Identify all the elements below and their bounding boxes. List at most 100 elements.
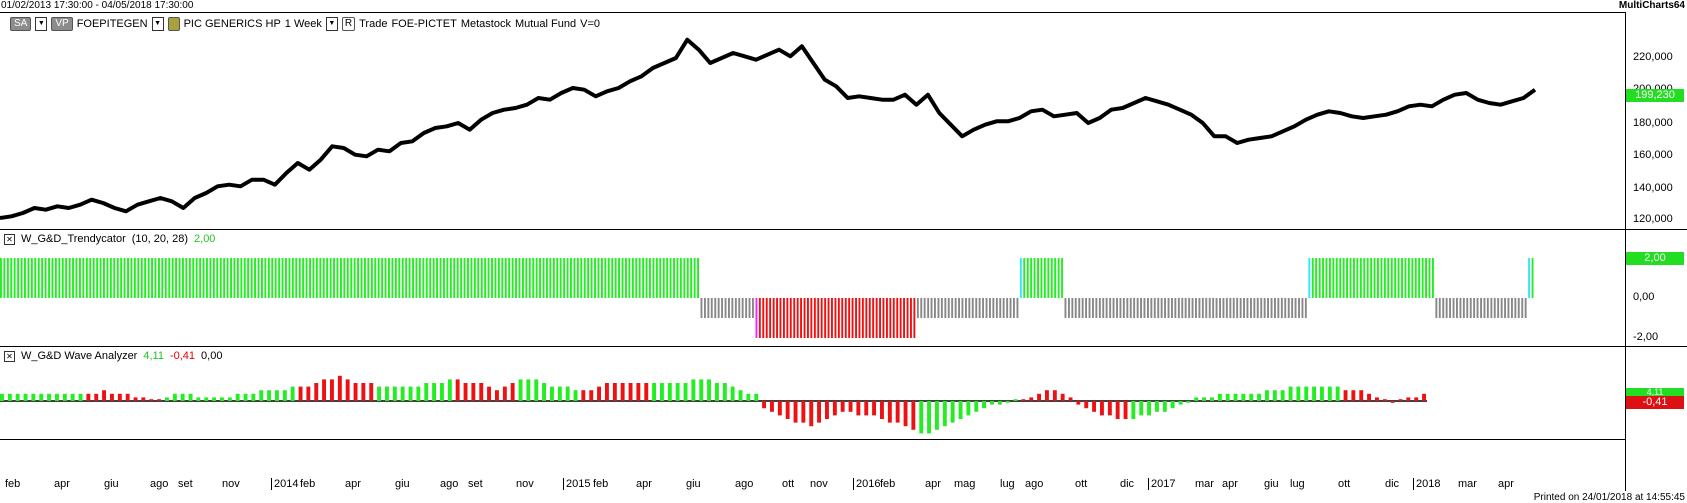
wave-bar [911,401,916,430]
x-tick-label: 2014 [271,478,298,490]
trend-bar [123,258,126,298]
trend-bar [546,258,548,298]
trend-bar [1335,258,1338,298]
x-tick-label: dic [1385,478,1400,490]
trend-bar [233,258,236,298]
trend-bar [230,258,232,298]
trend-bar [381,258,384,298]
trendycator-header: ✕ W_G&D_Trendycator (10, 20, 28) 2,00 [4,232,215,246]
wave-bar [1155,401,1159,412]
trend-bar [206,258,208,298]
resolution-dropdown-icon[interactable]: ▼ [325,17,338,31]
close-icon[interactable]: ✕ [4,350,15,362]
close-icon[interactable]: ✕ [4,233,15,245]
x-tick-label: ago [1025,478,1044,490]
vp-button[interactable]: VP [51,17,73,31]
trend-bar [989,298,991,318]
wave-bar [1312,386,1316,401]
trend-bar [133,258,136,298]
trend-bar [1366,258,1369,298]
trend-bar [1153,298,1156,318]
trend-bar [638,258,641,298]
trend-bar [1167,298,1170,318]
trend-bar [965,298,967,318]
trend-bar [182,258,184,298]
wave-bar [471,383,476,401]
trend-bar [559,258,562,298]
trend-bar [1095,298,1098,318]
last-price-badge: 199,230 [1626,89,1684,102]
x-tick-label: set [178,478,193,490]
trend-bar [573,258,576,298]
x-tick-label: 2015 [563,478,590,490]
y-tick: 140,000 [1633,182,1673,194]
trend-bar [1497,298,1500,318]
wave-bar [141,397,146,401]
trend-bar [676,258,679,298]
trend-bar [1191,298,1194,318]
wave-bar [1170,401,1175,409]
trend-bar [971,298,974,318]
trend-bar [604,258,607,298]
xaxis-separator [0,439,1625,440]
trend-bar [992,298,995,318]
trend-bar [865,298,868,338]
symbol-toolbar: SA ▼ VP FOEPITEGEN ▼ PIC GENERICS HP 1 W… [10,17,600,31]
trend-bar [954,298,957,318]
trend-bar [343,258,346,298]
trend-bar [1147,298,1149,318]
resolution: 1 Week [284,18,322,30]
trend-bar [1294,298,1297,318]
trend-bar [1243,298,1245,318]
wave-bar [1194,397,1199,401]
trend-bar [587,258,590,298]
trend-bar [17,258,20,298]
trend-bar [477,258,480,298]
trend-bar [1250,298,1252,318]
trend-bar [309,258,311,298]
trend-bar [20,258,23,298]
wave-bar [738,390,743,401]
trend-bar [892,298,895,338]
trend-bar [1064,298,1067,318]
trend-bar [195,258,198,298]
trendycator-params: (10, 20, 28) [131,233,189,245]
wave-bar [172,393,177,401]
trend-bar [508,258,511,298]
wave-bar [377,386,381,401]
wave-bar [880,401,884,419]
sa-dropdown-icon[interactable]: ▼ [35,17,48,31]
x-tick-label: giu [395,478,410,490]
trend-bar [1452,298,1455,318]
x-tick-label: feb [593,478,609,490]
r-button[interactable]: R [341,17,356,31]
symbol-dropdown-icon[interactable]: ▼ [151,17,164,31]
trend-bar [432,258,435,298]
trend-bar [1329,258,1331,298]
wave-bar [1288,386,1293,401]
trend-bar [1432,258,1434,298]
wave-chart[interactable] [0,363,1625,439]
x-tick-label: apr [54,478,70,490]
trend-bar [525,258,528,298]
sa-button[interactable]: SA [10,17,32,31]
wave-bar [573,390,578,401]
wave-bar [605,383,609,401]
wave-bar [785,401,790,419]
wave-bar [652,383,656,401]
trend-bar [810,298,813,338]
price-chart[interactable] [0,28,1625,228]
trend-bar [504,258,507,298]
trend-bar [1260,298,1263,318]
trend-bar [710,298,713,318]
wave-bar [1107,401,1112,416]
trend-bar [319,258,322,298]
color-button[interactable] [167,17,180,31]
wave-bar [55,393,59,401]
trend-bar [1256,298,1259,318]
wave-bar [495,390,499,401]
x-tick-label: apr [1498,478,1514,490]
wave-bar [927,401,931,434]
wave-bar [1123,401,1128,419]
trendycator-chart[interactable] [0,246,1625,346]
